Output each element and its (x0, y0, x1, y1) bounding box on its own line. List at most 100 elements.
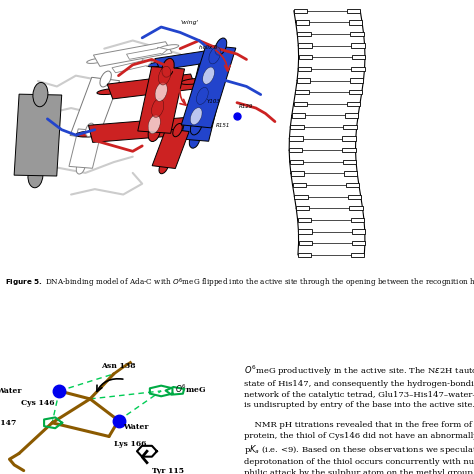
Bar (346, 101, 360, 106)
Ellipse shape (208, 57, 219, 73)
Ellipse shape (173, 123, 182, 137)
Bar (294, 9, 307, 13)
Polygon shape (181, 45, 236, 128)
Bar (351, 218, 364, 222)
Text: $\bf{Figure\ 5.}$ DNA-binding model of Ada-C with $\mathit{O}^6$meG flipped into: $\bf{Figure\ 5.}$ DNA-binding model of A… (5, 277, 474, 290)
Bar (298, 253, 311, 257)
Text: $\mathit{O}^6$meG productively in the active site. The N$\varepsilon$2H tautomer: $\mathit{O}^6$meG productively in the ac… (244, 364, 474, 474)
Text: Water: Water (0, 387, 21, 395)
Bar (299, 55, 312, 59)
Ellipse shape (158, 66, 171, 85)
Ellipse shape (211, 52, 232, 57)
Bar (343, 160, 356, 164)
Text: Asn 138: Asn 138 (101, 362, 136, 370)
Text: R151: R151 (216, 123, 230, 128)
Text: Water: Water (123, 423, 149, 431)
Bar (343, 125, 356, 129)
Bar (349, 20, 362, 25)
Ellipse shape (97, 89, 123, 94)
Bar (299, 229, 312, 234)
Bar (297, 78, 310, 82)
Ellipse shape (162, 58, 174, 77)
Bar (351, 253, 365, 257)
Bar (347, 9, 360, 13)
Ellipse shape (159, 161, 168, 174)
Ellipse shape (28, 164, 43, 188)
Polygon shape (107, 74, 196, 99)
Bar (352, 241, 365, 246)
Bar (351, 44, 365, 48)
Polygon shape (138, 67, 184, 133)
Ellipse shape (100, 71, 111, 87)
Ellipse shape (75, 131, 106, 137)
Polygon shape (14, 94, 62, 176)
Polygon shape (89, 117, 196, 142)
Ellipse shape (147, 62, 168, 67)
Text: Lys 166: Lys 166 (114, 440, 146, 448)
Bar (342, 137, 356, 141)
Bar (344, 171, 357, 176)
Bar (291, 171, 304, 176)
Text: Cys 146: Cys 146 (21, 400, 55, 408)
Bar (293, 101, 307, 106)
Bar (289, 148, 302, 152)
Text: helix 6: helix 6 (200, 45, 218, 50)
Ellipse shape (189, 132, 200, 148)
Ellipse shape (159, 45, 179, 50)
Text: Tyr 115: Tyr 115 (152, 466, 184, 474)
Ellipse shape (87, 58, 107, 64)
Ellipse shape (148, 123, 160, 142)
Text: $\mathit{O}^6$meG: $\mathit{O}^6$meG (175, 383, 207, 395)
Bar (298, 44, 311, 48)
Bar (292, 183, 306, 187)
FancyArrow shape (127, 47, 168, 59)
Ellipse shape (191, 118, 202, 135)
Bar (290, 125, 303, 129)
Bar (296, 206, 310, 210)
Ellipse shape (209, 47, 220, 64)
Bar (349, 206, 363, 210)
Bar (347, 194, 361, 199)
Ellipse shape (148, 115, 160, 134)
Ellipse shape (181, 78, 206, 84)
Bar (350, 78, 364, 82)
Ellipse shape (155, 82, 167, 101)
Bar (352, 55, 365, 59)
Polygon shape (69, 129, 101, 168)
Bar (346, 183, 359, 187)
Bar (299, 241, 312, 246)
Polygon shape (93, 42, 172, 66)
Polygon shape (155, 49, 224, 70)
Bar (296, 20, 309, 25)
Bar (342, 148, 356, 152)
Polygon shape (70, 77, 119, 139)
Bar (348, 90, 362, 94)
Bar (294, 194, 308, 199)
Ellipse shape (152, 99, 164, 118)
Bar (350, 32, 364, 36)
Bar (295, 90, 309, 94)
Bar (298, 218, 311, 222)
FancyArrow shape (112, 60, 153, 73)
Ellipse shape (203, 67, 214, 84)
Ellipse shape (78, 129, 90, 145)
Bar (352, 229, 365, 234)
Bar (290, 160, 303, 164)
Text: 'wing': 'wing' (181, 20, 199, 25)
Polygon shape (152, 129, 189, 168)
Bar (297, 32, 310, 36)
Ellipse shape (76, 161, 85, 174)
Ellipse shape (215, 38, 227, 55)
Bar (298, 67, 311, 71)
Ellipse shape (179, 122, 209, 129)
Text: R129: R129 (239, 104, 254, 109)
Bar (351, 67, 365, 71)
Ellipse shape (85, 123, 94, 137)
Bar (292, 113, 305, 118)
Ellipse shape (33, 82, 48, 107)
Text: Y103: Y103 (206, 99, 220, 104)
Ellipse shape (191, 108, 202, 125)
Text: His 147: His 147 (0, 419, 17, 427)
Ellipse shape (197, 87, 208, 104)
Polygon shape (181, 64, 227, 141)
